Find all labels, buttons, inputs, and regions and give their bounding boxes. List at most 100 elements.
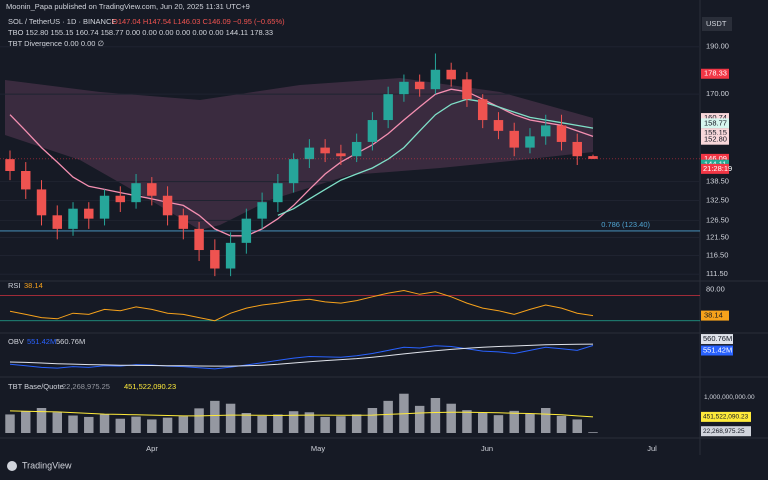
volume-bar [320,416,330,433]
volume-bar [509,410,519,433]
volume-bar [241,413,252,433]
volume-bar [147,419,157,433]
rsi-line [9,289,594,322]
y-tick-label: 111.50 [706,269,728,278]
candle-body [383,94,393,121]
tbt-div-legend: TBT Divergence 0.00 0.00 ∅ [8,39,104,48]
vol-title: TBT Base/Quote [8,382,64,391]
volume-bar [414,405,425,433]
volume-bar [525,413,535,433]
volume-bar [588,432,598,433]
obv-label: 551.42M [27,337,56,346]
brand-logo [7,461,17,471]
y-tick-label: 132.50 [706,196,729,205]
y-tick-label: 190.00 [706,42,729,51]
price-tag [701,153,729,164]
candle-body [509,130,519,148]
candle-body [194,228,204,251]
price-tag-label: 155.15 [704,128,727,137]
x-tick-label: Apr [146,444,158,453]
x-tick-label: May [311,444,325,453]
vol-tag [701,426,751,437]
overlay-line [277,98,594,216]
candle-body [477,99,488,121]
volume-bar [477,413,488,433]
candle-body [21,170,31,190]
candle-body [556,125,567,142]
x-tick-label: Jun [481,444,493,453]
volume-bar [383,400,393,433]
currency-box [702,17,732,31]
candle-body [115,195,126,203]
candle-body [131,183,141,203]
price-tag-label: 160.74 [704,113,727,122]
price-tag [701,68,729,79]
volume-bar [68,415,78,433]
price-tag-label: 178.33 [704,69,727,78]
candle-body [52,215,62,229]
candle-body [336,153,346,157]
price-tag-label: 146.09 [704,154,727,163]
countdown: 21:28:19 [703,164,732,173]
vol-label: 22,268,975.25 [62,382,110,391]
candle-body [493,120,504,131]
volume-bar [304,412,315,433]
volume-bar [336,416,346,433]
candle-body [68,208,78,229]
price-tag-label: 152.80 [704,135,727,144]
vol-tag [701,411,751,422]
volume-bar [21,411,31,433]
price-tag [701,134,729,145]
candle-body [162,195,173,216]
x-tick-label: Jul [647,444,657,453]
volume-bar [210,400,220,433]
price-tag [701,113,729,124]
rsi-tag-label: 38.14 [704,311,723,320]
volume-bar [84,416,94,433]
ohlc: O147.04 H147.54 L146.03 C146.09 −0.95 (−… [112,17,285,26]
volume-bar [493,415,504,433]
candle-body [178,215,189,229]
rsi-title: RSI [8,281,21,290]
candle-body [147,183,157,196]
y-tick-label: 170.00 [706,89,729,98]
candle-body [588,156,598,159]
brand: TradingView [22,460,72,470]
volume-bar [541,408,551,433]
candle-body [462,79,472,100]
obv-line [9,343,594,367]
obv-tag [701,334,733,345]
volume-bar [351,414,362,433]
candle-body [225,242,236,269]
rsi-tag [701,310,729,321]
vol-tag-label: 22,268,975.25 [703,428,745,435]
candle-body [84,208,94,219]
y-tick-label: 121.50 [706,233,729,242]
vol-label: 451,522,090.23 [124,382,176,391]
candle-body [99,195,110,219]
obv-line [9,345,594,370]
candle-body [241,218,252,243]
obv-title: OBV [8,337,24,346]
candle-body [430,69,441,90]
vol-tag-label: 451,522,090.23 [703,414,749,421]
symbol: SOL / TetherUS · 1D · BINANCE [8,17,116,26]
volume-bar [115,418,126,433]
candle-body [36,189,47,216]
y-tick-label: 138.50 [706,177,729,186]
obv-tag-label: 560.76M [703,334,732,343]
price-tag [701,128,729,139]
volume-bar [162,417,173,433]
obv-label: 560.76M [56,337,85,346]
price-tag [701,118,729,129]
countdown-box [701,163,729,174]
candle-body [446,69,456,80]
volume-bar [5,414,15,433]
candle-body [5,159,15,171]
volume-bar [131,416,141,433]
volume-bar [446,403,456,433]
volume-bar [257,415,267,433]
volume-bar [367,408,378,433]
candle-body [414,81,425,90]
